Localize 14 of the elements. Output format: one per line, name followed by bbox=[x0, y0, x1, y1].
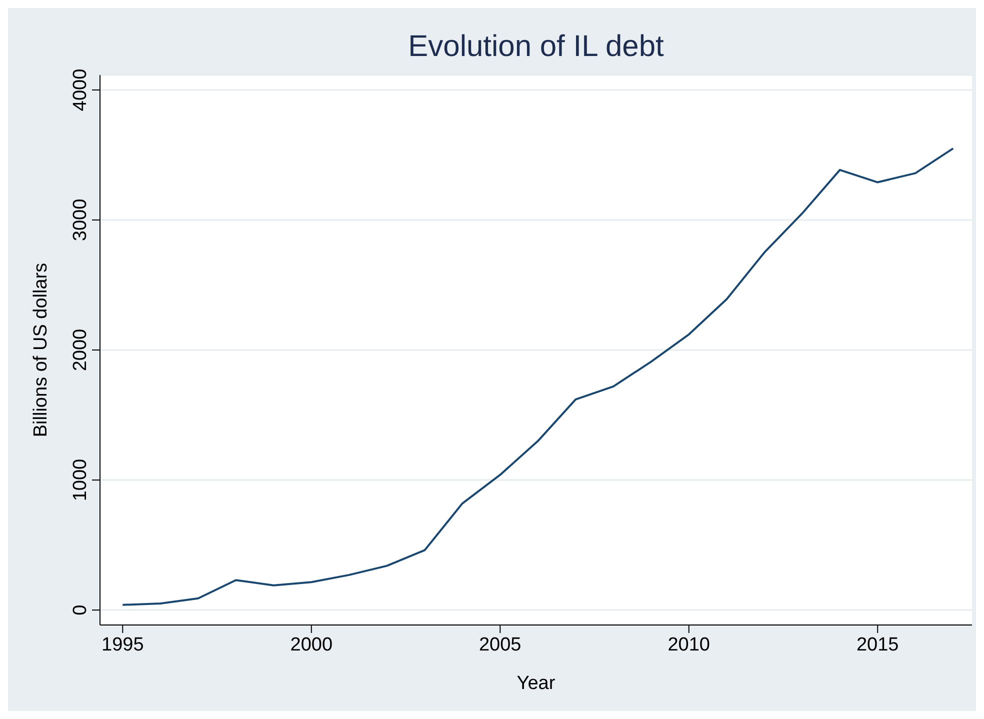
x-axis-title: Year bbox=[516, 673, 556, 694]
y-tick-label: 4000 bbox=[70, 68, 91, 112]
line-series bbox=[122, 147, 954, 606]
x-tick-label: 2000 bbox=[290, 634, 333, 656]
y-tick-label: 3000 bbox=[70, 198, 91, 242]
x-tick-label: 1995 bbox=[102, 634, 144, 656]
y-tick-label: 2000 bbox=[70, 328, 91, 372]
chart-title: Evolution of IL debt bbox=[407, 30, 665, 64]
x-tick-label: 2015 bbox=[856, 634, 899, 656]
x-tick-label: 2005 bbox=[479, 634, 522, 656]
y-tick-label: 1000 bbox=[70, 458, 91, 502]
x-tick-label: 2010 bbox=[668, 634, 710, 656]
y-tick-label: 0 bbox=[70, 604, 91, 616]
y-axis-title: Billions of US dollars bbox=[30, 262, 52, 438]
